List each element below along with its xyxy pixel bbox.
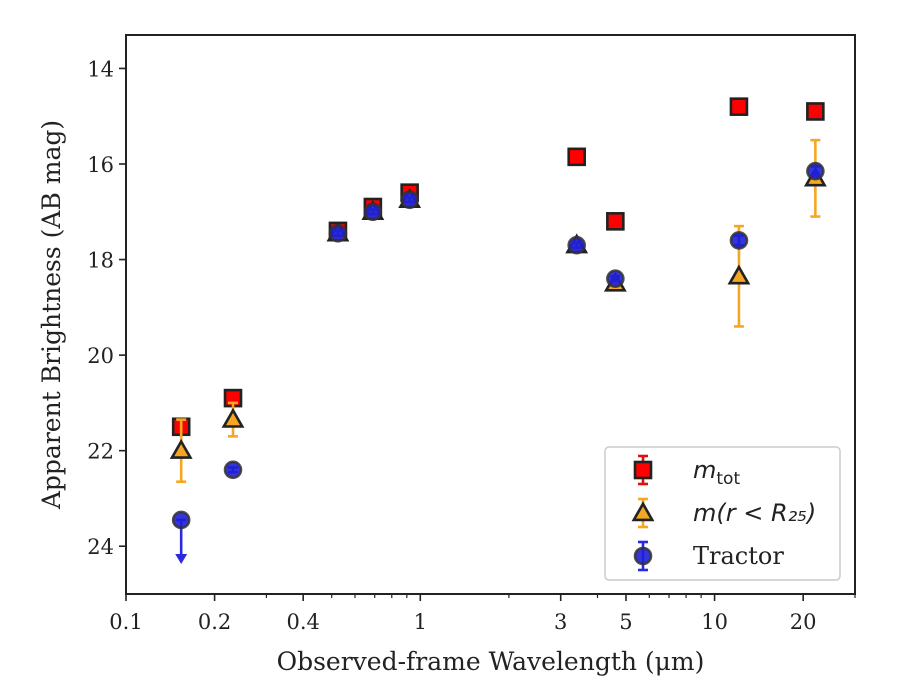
data-point (400, 190, 419, 210)
x-tick-label: 0.1 (109, 610, 142, 634)
x-tick-label: 3 (554, 610, 567, 634)
x-tick-label: 0.2 (198, 610, 231, 634)
legend-marker (633, 546, 653, 566)
data-point (567, 147, 587, 167)
data-point (328, 223, 348, 243)
x-axis: 0.1 0.2 0.4 1 3 5 10 20 (109, 594, 856, 634)
data-point (729, 231, 749, 250)
y-tick-label: 20 (87, 344, 114, 368)
y-tick-label: 14 (87, 57, 114, 81)
data-point (567, 235, 587, 255)
data-point (606, 212, 625, 231)
x-tick-label: 0.4 (286, 610, 319, 634)
legend-label: Tractor (693, 542, 784, 570)
data-point (169, 438, 193, 459)
data-point (223, 460, 243, 480)
legend-label: m(r < R₂₅) (693, 499, 816, 527)
x-axis-label: Observed-frame Wavelength (μm) (277, 647, 705, 676)
series-2 (169, 138, 827, 484)
x-tick-label: 5 (619, 610, 632, 634)
y-axis-label: Apparent Brightness (AB mag) (37, 120, 66, 510)
series-1 (171, 97, 825, 437)
legend-entry: Tractor (633, 540, 784, 572)
y-axis: 14 16 18 20 22 24 (87, 57, 126, 559)
data-point (806, 161, 825, 181)
data-point (221, 407, 245, 428)
legend-marker (631, 501, 655, 522)
data-point (171, 510, 191, 530)
y-tick-label: 22 (87, 440, 114, 464)
series-3 (171, 161, 825, 564)
data-point (363, 202, 383, 222)
data-series (169, 97, 827, 564)
plot-area (125, 34, 856, 595)
legend-box (604, 446, 841, 581)
y-tick-label: 18 (87, 249, 114, 273)
x-tick-label: 10 (701, 610, 728, 634)
legend-entry: m(r < R₂₅) (631, 497, 816, 529)
plot-frame (125, 34, 856, 595)
upper-limit-arrowhead (175, 553, 188, 564)
legend-label: mtot (693, 456, 740, 489)
x-tick-label: 1 (414, 610, 427, 634)
y-tick-label: 16 (87, 153, 114, 177)
data-point (727, 264, 751, 285)
legend: mtot m(r < R₂₅) Tractor (604, 446, 841, 581)
data-point (606, 269, 625, 288)
data-point (806, 102, 825, 121)
y-tick-label: 24 (87, 535, 114, 559)
legend-marker (633, 460, 653, 480)
data-point (729, 97, 749, 116)
x-tick-label: 20 (790, 610, 817, 634)
legend-entry: mtot (633, 454, 740, 489)
